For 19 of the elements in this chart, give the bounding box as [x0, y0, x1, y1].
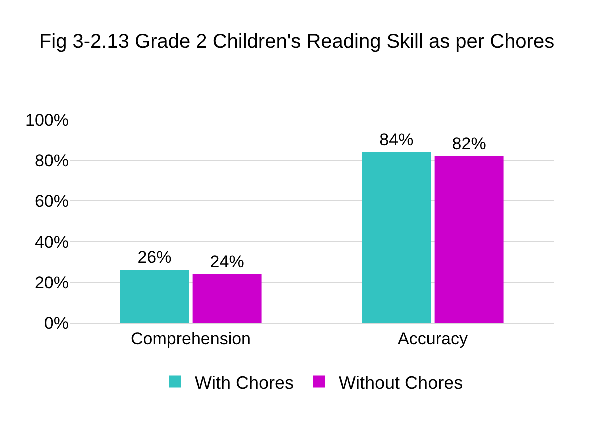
data-label: 24%	[210, 252, 244, 272]
x-tick-label: Accuracy	[398, 329, 468, 348]
legend-label: Without Chores	[339, 372, 464, 393]
bar	[192, 274, 262, 323]
chart-title: Fig 3-2.13 Grade 2 Children's Reading Skill as per Chores	[39, 30, 555, 53]
x-tick-label: Comprehension	[130, 329, 252, 348]
y-tick-label: 40%	[34, 232, 69, 252]
data-label: 82%	[452, 134, 486, 154]
bar	[120, 270, 190, 323]
legend-label: With Chores	[195, 372, 294, 393]
data-label: 26%	[138, 248, 172, 268]
y-tick-label: 60%	[34, 192, 69, 212]
y-tick-label: 100%	[26, 110, 69, 130]
y-tick-label: 80%	[34, 152, 69, 171]
y-tick-label: 0%	[44, 314, 69, 333]
bar	[434, 156, 504, 323]
bar	[362, 152, 432, 323]
y-tick-label: 20%	[34, 273, 69, 292]
data-label: 84%	[380, 130, 414, 150]
